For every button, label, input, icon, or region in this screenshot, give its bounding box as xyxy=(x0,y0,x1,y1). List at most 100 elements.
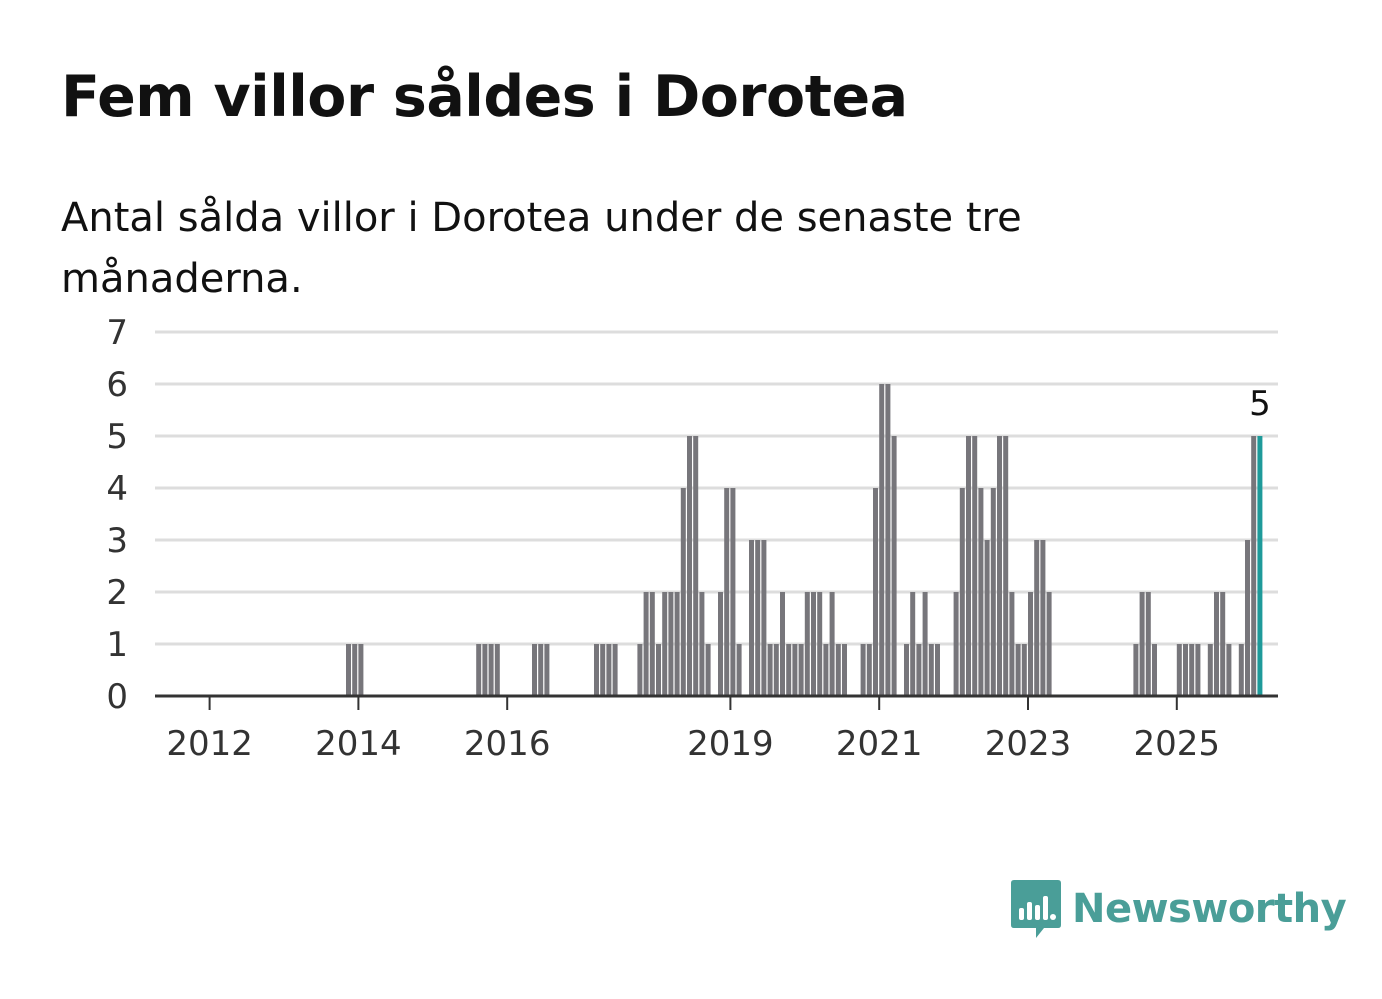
bar xyxy=(935,644,940,696)
bar xyxy=(873,488,878,696)
bar xyxy=(736,644,742,696)
bar xyxy=(749,540,754,696)
bar xyxy=(959,488,965,696)
bar xyxy=(786,644,792,696)
bar xyxy=(699,592,705,696)
bar xyxy=(1238,644,1244,696)
y-tick-label: 5 xyxy=(106,417,128,457)
bar xyxy=(730,488,736,696)
bar xyxy=(476,644,482,696)
bars xyxy=(346,384,1263,696)
grid-lines xyxy=(155,330,1278,646)
bar xyxy=(612,644,618,696)
y-tick-label: 4 xyxy=(106,469,128,509)
bar xyxy=(358,644,364,696)
bar xyxy=(649,592,655,696)
value-label-bg xyxy=(1245,387,1274,423)
bar xyxy=(680,488,686,696)
bar xyxy=(755,540,761,696)
bar xyxy=(1152,644,1157,696)
bar xyxy=(922,592,928,696)
bar xyxy=(1028,592,1033,696)
bar xyxy=(1139,592,1145,696)
bar xyxy=(718,592,723,696)
bar xyxy=(804,592,810,696)
bar xyxy=(767,644,773,696)
bar xyxy=(494,644,500,696)
bar xyxy=(928,644,934,696)
x-tick-label: 2021 xyxy=(836,724,923,764)
page-subtitle: Antal sålda villor i Dorotea under de se… xyxy=(61,195,1022,302)
bar xyxy=(966,436,971,696)
y-axis: 0 1 2 3 4 5 6 7 xyxy=(106,313,128,717)
brand-name: Newsworthy xyxy=(1072,886,1347,932)
bar xyxy=(817,592,823,696)
x-tick-label: 2014 xyxy=(315,724,402,764)
bar xyxy=(860,644,866,696)
bar xyxy=(773,644,779,696)
bar xyxy=(656,644,661,696)
bar xyxy=(978,488,984,696)
bar xyxy=(674,592,680,696)
x-axis: 2012 2014 2016 2019 2021 2023 2025 xyxy=(155,694,1278,764)
bar xyxy=(885,384,891,696)
bar xyxy=(346,644,351,696)
bar xyxy=(829,592,835,696)
bar xyxy=(637,644,643,696)
bar xyxy=(482,644,488,696)
bar xyxy=(488,644,494,696)
bar xyxy=(1195,644,1201,696)
bar xyxy=(1009,592,1015,696)
value-label: 5 xyxy=(1249,384,1271,424)
bar xyxy=(792,644,798,696)
bar xyxy=(606,644,612,696)
bar xyxy=(1133,644,1139,696)
x-tick-label: 2019 xyxy=(687,724,774,764)
x-tick-label: 2025 xyxy=(1134,724,1221,764)
bar xyxy=(823,644,829,696)
newsworthy-logo-icon xyxy=(1011,880,1061,938)
bar xyxy=(780,592,785,696)
bar xyxy=(544,644,550,696)
bar xyxy=(761,540,767,696)
page-title: Fem villor såldes i Dorotea xyxy=(61,64,908,130)
bar xyxy=(600,644,606,696)
y-tick-label: 2 xyxy=(106,573,128,613)
bar xyxy=(693,436,699,696)
bar xyxy=(1214,592,1219,696)
y-tick-label: 7 xyxy=(106,313,128,353)
y-tick-label: 1 xyxy=(106,625,128,665)
bar xyxy=(1176,644,1182,696)
bar xyxy=(1015,644,1021,696)
bar xyxy=(643,592,649,696)
bar xyxy=(662,592,668,696)
bar xyxy=(1189,644,1195,696)
bar xyxy=(916,644,922,696)
x-tick-label: 2012 xyxy=(166,724,253,764)
bar xyxy=(1003,436,1009,696)
bar xyxy=(1034,540,1040,696)
bar xyxy=(668,592,674,696)
bar xyxy=(1245,540,1250,696)
x-tick-label: 2016 xyxy=(464,724,551,764)
bar xyxy=(984,540,990,696)
bar xyxy=(997,436,1002,696)
bar xyxy=(891,436,897,696)
y-tick-label: 6 xyxy=(106,365,128,405)
bar xyxy=(538,644,544,696)
highlight-bar xyxy=(1257,436,1263,696)
y-tick-label: 0 xyxy=(106,677,128,717)
bar xyxy=(1021,644,1027,696)
data-labels: 5 xyxy=(1245,384,1274,424)
bar xyxy=(1183,644,1188,696)
x-tick-label: 2023 xyxy=(985,724,1072,764)
bar xyxy=(798,644,804,696)
bar xyxy=(879,384,885,696)
bar xyxy=(594,644,599,696)
bar xyxy=(904,644,909,696)
bar xyxy=(972,436,978,696)
bar xyxy=(811,592,816,696)
bar xyxy=(835,644,841,696)
bar xyxy=(1207,644,1213,696)
